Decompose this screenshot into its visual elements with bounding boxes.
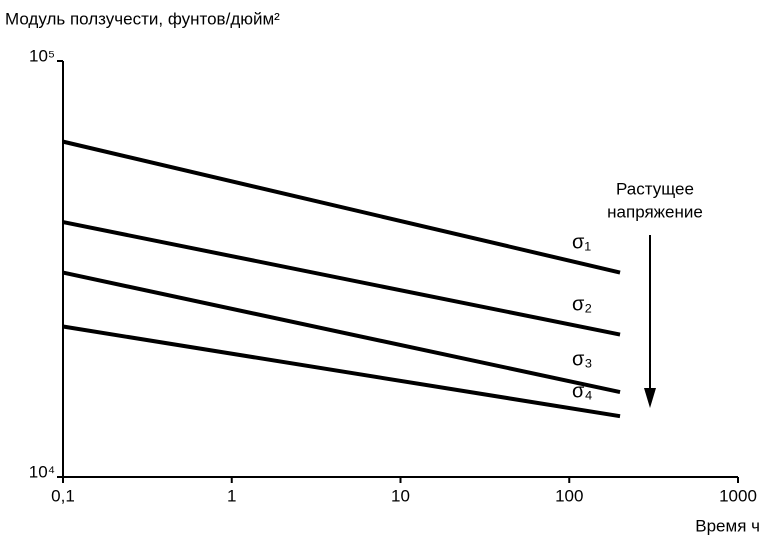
series-line — [62, 270, 621, 395]
series-label: σ₃ — [572, 348, 593, 370]
x-tick-label: 0,1 — [51, 486, 75, 505]
series-line — [62, 139, 621, 275]
x-tick-label: 1 — [227, 486, 236, 505]
x-tick-label: 10 — [391, 486, 410, 505]
x-tick-label: 1000 — [719, 486, 757, 505]
y-axis-title: Модуль ползучести, фунтов/дюйм² — [5, 9, 280, 28]
annotation: Растущее — [616, 179, 694, 198]
y-tick-label: 10⁵ — [29, 46, 55, 65]
annotation: напряжение — [607, 202, 703, 221]
series-label: σ₄ — [572, 380, 593, 402]
y-tick-label: 10⁴ — [29, 462, 55, 481]
series-line — [62, 324, 621, 419]
x-axis-title: Время ч — [695, 516, 760, 535]
series-label: σ₁ — [572, 231, 591, 253]
series-line — [62, 220, 621, 337]
arrow-head — [644, 388, 656, 408]
x-tick-label: 100 — [555, 486, 583, 505]
series-label: σ₂ — [572, 293, 592, 315]
